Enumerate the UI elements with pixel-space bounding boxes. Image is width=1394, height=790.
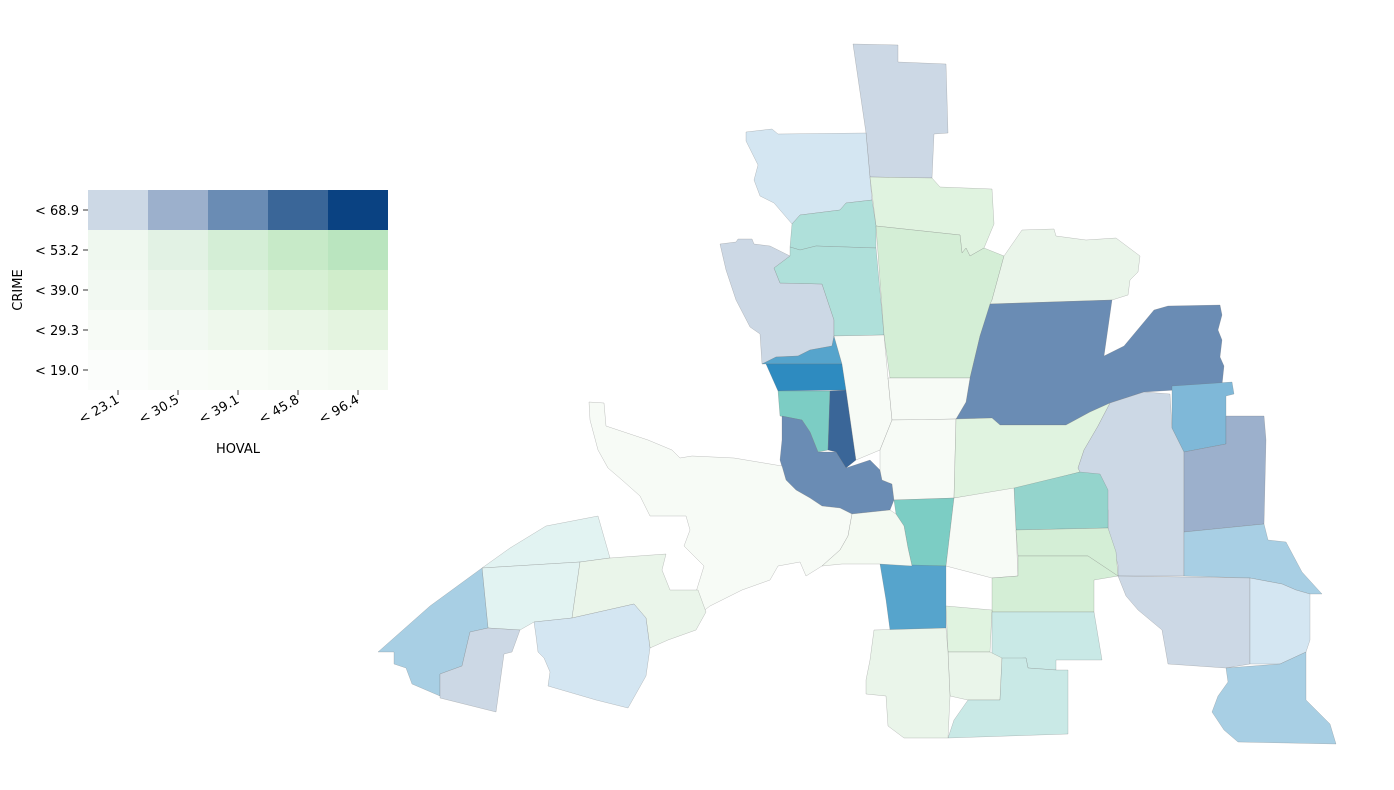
- legend-cell: [208, 270, 268, 310]
- legend-cell: [148, 310, 208, 350]
- legend-cell: [88, 190, 148, 230]
- x-tick-label: < 23.1: [76, 392, 122, 427]
- legend-cell: [328, 310, 388, 350]
- tract-center-south-pale: [945, 487, 1019, 579]
- legend-cell: [88, 310, 148, 350]
- legend-cell: [328, 230, 388, 270]
- legend-cell: [268, 270, 328, 310]
- legend-cell: [88, 350, 148, 390]
- tract-south-blue: [879, 563, 947, 631]
- tract-west-pale-teal: [481, 515, 611, 569]
- tract-south-pale: [945, 605, 993, 653]
- legend-cell: [268, 310, 328, 350]
- y-tick-label: < 68.9: [35, 204, 79, 219]
- y-tick-label: < 19.0: [35, 364, 79, 379]
- tract-south-pale-3: [865, 627, 951, 739]
- bivariate-legend: < 68.9 < 53.2 < 39.0 < 29.3 < 19.0 < 23.…: [11, 190, 388, 457]
- tract-northeast-pale: [989, 228, 1141, 305]
- x-tick-label: < 30.5: [136, 392, 182, 427]
- tract-west-gray-south: [439, 627, 521, 713]
- x-tick-label: < 39.1: [196, 392, 242, 427]
- legend-cell: [148, 230, 208, 270]
- tract-west-pale-blue: [533, 603, 651, 709]
- legend-cell: [148, 190, 208, 230]
- tract-west-teal: [773, 245, 885, 337]
- y-tick-label: < 53.2: [35, 244, 79, 259]
- legend-cell: [328, 270, 388, 310]
- tract-south-teal-2: [947, 657, 1069, 739]
- legend-cell: [148, 270, 208, 310]
- tract-bright-blue: [765, 363, 847, 392]
- tract-east-blue-small: [1171, 381, 1235, 453]
- legend-cell: [88, 270, 148, 310]
- legend-y-ticks: < 68.9 < 53.2 < 39.0 < 29.3 < 19.0: [35, 204, 88, 379]
- legend-cell: [328, 350, 388, 390]
- legend-cell: [208, 310, 268, 350]
- legend-x-ticks: < 23.1 < 30.5 < 39.1 < 45.8 < 96.4: [76, 390, 362, 427]
- tract-center-pale-3: [821, 509, 913, 567]
- legend-grid: [88, 190, 388, 390]
- tract-southeast-gray: [1117, 575, 1251, 669]
- tract-southeast-pale-blue: [1249, 577, 1311, 665]
- x-tick-label: < 96.4: [316, 392, 362, 427]
- legend-cell: [148, 350, 208, 390]
- y-axis-label: CRIME: [11, 269, 26, 310]
- legend-cell: [268, 190, 328, 230]
- legend-cell: [268, 230, 328, 270]
- tract-far-southeast-blue: [1211, 651, 1337, 745]
- legend-cell: [328, 190, 388, 230]
- y-tick-label: < 39.0: [35, 284, 79, 299]
- y-tick-label: < 29.3: [35, 324, 79, 339]
- legend-cell: [268, 350, 328, 390]
- legend-cell: [88, 230, 148, 270]
- choropleth-map: [377, 43, 1337, 745]
- legend-cell: [208, 190, 268, 230]
- tract-center-pale: [887, 377, 971, 421]
- legend-cell: [208, 230, 268, 270]
- tract-central-big-pale: [588, 401, 853, 613]
- tract-south-pale-2: [947, 651, 1003, 701]
- legend-cell: [208, 350, 268, 390]
- x-tick-label: < 45.8: [256, 392, 302, 427]
- x-axis-label: HOVAL: [216, 442, 261, 457]
